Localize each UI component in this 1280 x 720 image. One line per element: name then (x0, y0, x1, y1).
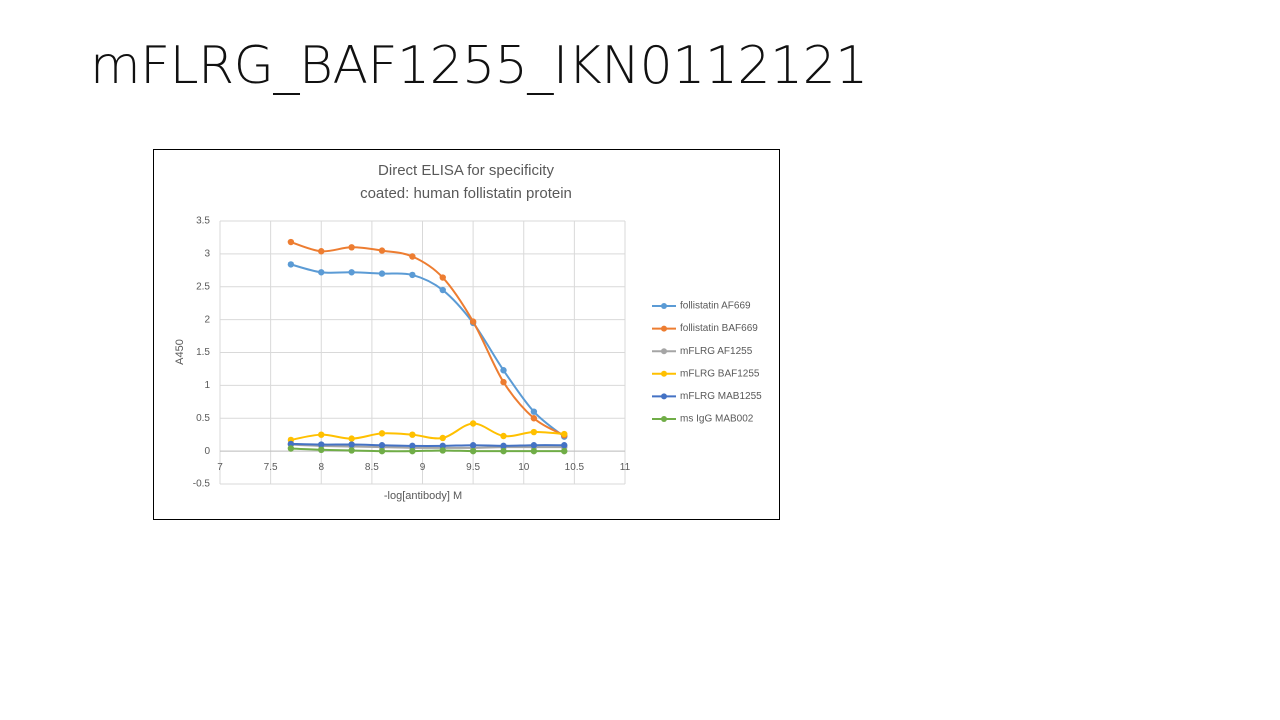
legend-label: follistatin BAF669 (680, 323, 758, 334)
data-point (469, 442, 477, 449)
data-point (348, 441, 355, 448)
chart-frame (153, 149, 780, 520)
y-tick-label: -0.5 (193, 479, 211, 490)
data-point (318, 441, 325, 448)
data-point (318, 248, 325, 255)
data-point (378, 270, 386, 277)
x-tick-label: 8 (318, 462, 324, 473)
data-point (287, 261, 295, 268)
data-point (409, 447, 416, 455)
series-line (290, 241, 565, 437)
data-point (530, 447, 538, 455)
series-line (290, 263, 565, 438)
data-point (287, 445, 295, 452)
legend-marker (661, 348, 667, 355)
chart-title: Direct ELISA for specificity (378, 162, 554, 179)
data-point (561, 442, 568, 449)
data-point (500, 432, 507, 440)
x-tick-label: 11 (620, 462, 631, 473)
x-tick-label: 10 (518, 462, 530, 473)
x-axis-label: -log[antibody] M (384, 490, 462, 502)
chart-subtitle: coated: human follistatin protein (360, 185, 572, 202)
data-point (348, 435, 355, 442)
y-axis-label: A450 (174, 339, 186, 365)
data-point (530, 415, 538, 422)
y-tick-label: 0 (204, 446, 210, 457)
x-tick-label: 7.5 (264, 462, 278, 473)
y-tick-label: 0.5 (196, 413, 210, 424)
data-point (500, 367, 507, 374)
x-tick-label: 8.5 (365, 462, 379, 473)
data-point (469, 420, 477, 427)
data-point (561, 447, 568, 455)
data-point (439, 286, 446, 294)
data-point (439, 447, 446, 454)
legend-marker (661, 416, 667, 422)
data-point (409, 431, 416, 438)
series-line (290, 443, 565, 449)
data-point (318, 431, 325, 438)
y-tick-label: 3.5 (196, 216, 210, 227)
x-tick-label: 7 (217, 462, 223, 473)
data-point (439, 442, 446, 450)
legend-label: mFLRG BAF1255 (680, 368, 760, 379)
data-point (439, 434, 446, 442)
data-point (318, 446, 325, 454)
data-point (378, 247, 386, 254)
series-line (290, 442, 565, 447)
legend-label: mFLRG AF1255 (680, 346, 753, 357)
y-tick-label: 2.5 (196, 281, 210, 292)
y-tick-label: 1 (204, 380, 210, 391)
data-point (561, 430, 568, 438)
data-point (287, 238, 295, 246)
legend-marker (661, 370, 667, 377)
data-point (500, 442, 507, 450)
data-point (530, 428, 538, 436)
series-line (290, 447, 565, 453)
data-point (500, 378, 507, 386)
data-point (318, 269, 325, 276)
data-point (530, 442, 538, 449)
data-point (469, 447, 477, 455)
legend-marker (661, 303, 667, 309)
legend-label: mFLRG MAB1255 (680, 391, 762, 402)
y-tick-label: 3 (204, 249, 210, 260)
slide-title: mFLRG_BAF1255_IKN0112121 (90, 36, 868, 96)
data-point (287, 440, 295, 448)
data-point (348, 244, 355, 251)
legend-marker (661, 393, 667, 400)
data-point (348, 269, 355, 276)
data-point (409, 253, 416, 260)
data-point (439, 274, 446, 281)
data-point (409, 271, 416, 279)
data-point (500, 447, 507, 455)
legend-marker (661, 325, 667, 332)
y-tick-label: 2 (204, 314, 210, 325)
x-tick-label: 9 (420, 462, 426, 473)
data-point (348, 447, 355, 454)
legend-label: follistatin AF669 (680, 301, 751, 312)
data-point (530, 408, 538, 415)
series-line (290, 422, 565, 441)
data-point (409, 442, 416, 450)
y-tick-label: 1.5 (196, 347, 210, 358)
x-tick-label: 9.5 (466, 462, 480, 473)
data-point (378, 447, 386, 455)
x-tick-label: 10.5 (565, 462, 585, 473)
data-point (469, 318, 477, 325)
legend-label: ms IgG MAB002 (680, 414, 754, 425)
data-point (378, 442, 386, 449)
data-point (378, 430, 386, 437)
